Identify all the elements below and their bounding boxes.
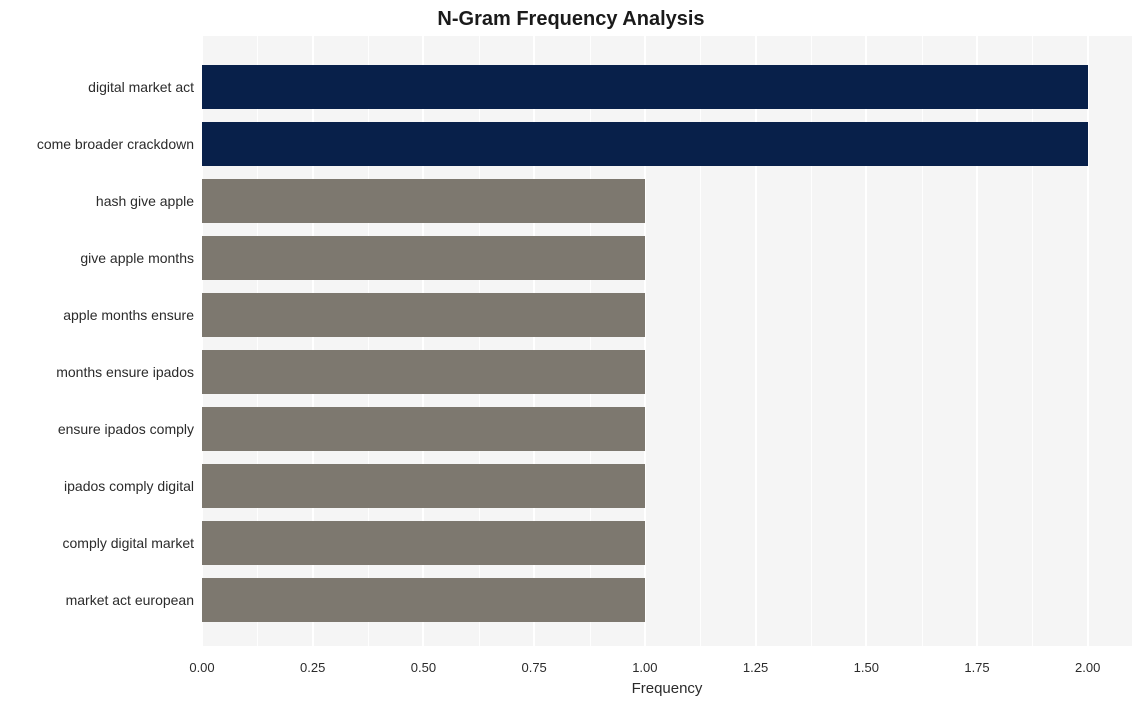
y-tick-label: apple months ensure <box>63 307 194 323</box>
x-tick-mark <box>977 646 978 650</box>
y-tick-label: comply digital market <box>63 535 195 551</box>
y-tick-label: hash give apple <box>96 193 194 209</box>
x-tick-mark <box>312 646 313 650</box>
y-tick-label: ipados comply digital <box>64 478 194 494</box>
bar <box>202 407 645 451</box>
x-tick-mark <box>644 646 645 650</box>
bar <box>202 464 645 508</box>
y-tick-label: months ensure ipados <box>56 364 194 380</box>
y-tick-label: give apple months <box>80 250 194 266</box>
x-tick-label: 2.00 <box>1075 660 1100 675</box>
x-tick-label: 1.75 <box>964 660 989 675</box>
y-tick-label: digital market act <box>88 79 194 95</box>
bar <box>202 350 645 394</box>
y-tick-label: market act european <box>66 592 194 608</box>
bar <box>202 578 645 622</box>
x-tick-label: 1.25 <box>743 660 768 675</box>
x-tick-mark <box>1087 646 1088 650</box>
ngram-chart: N-Gram Frequency Analysis Frequency 0.00… <box>0 0 1142 701</box>
bar <box>202 122 1088 166</box>
x-tick-label: 0.75 <box>521 660 546 675</box>
x-axis-label: Frequency <box>202 680 1132 697</box>
x-tick-label: 1.00 <box>632 660 657 675</box>
bar <box>202 521 645 565</box>
x-tick-mark <box>202 646 203 650</box>
bar <box>202 293 645 337</box>
chart-title: N-Gram Frequency Analysis <box>0 8 1142 31</box>
plot-area: Frequency 0.000.250.500.751.001.251.501.… <box>202 36 1132 646</box>
y-tick-label: ensure ipados comply <box>58 421 194 437</box>
x-tick-label: 0.25 <box>300 660 325 675</box>
bar <box>202 179 645 223</box>
x-tick-label: 0.50 <box>411 660 436 675</box>
x-tick-mark <box>866 646 867 650</box>
x-tick-mark <box>534 646 535 650</box>
bar <box>202 65 1088 109</box>
bar <box>202 236 645 280</box>
x-tick-label: 1.50 <box>854 660 879 675</box>
y-tick-label: come broader crackdown <box>37 136 194 152</box>
x-tick-mark <box>423 646 424 650</box>
x-tick-label: 0.00 <box>189 660 214 675</box>
x-tick-mark <box>755 646 756 650</box>
